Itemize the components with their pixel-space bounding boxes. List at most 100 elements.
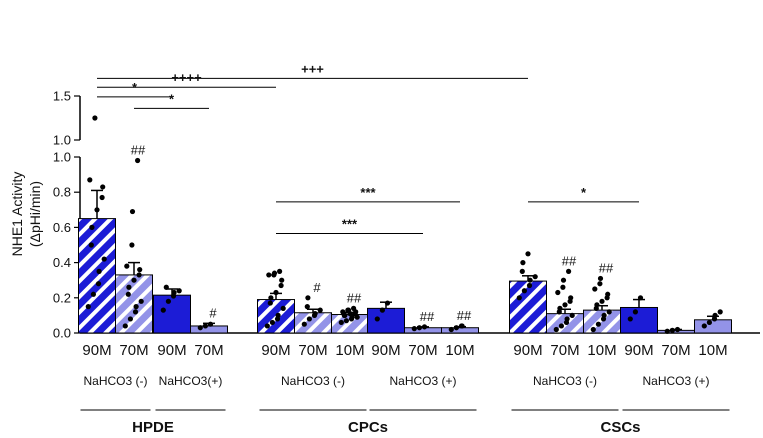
y-tick-label: 0.8: [53, 185, 71, 200]
bar-significance-mark: #: [313, 280, 321, 295]
x-tick-label: 70M: [408, 342, 437, 359]
data-point: [90, 291, 96, 297]
x-tick-label: 90M: [157, 342, 186, 359]
x-tick-label: 90M: [82, 342, 111, 359]
data-point: [126, 284, 132, 290]
data-point: [564, 316, 570, 322]
data-point: [520, 260, 526, 266]
significance-marks-layer: ######## #### ##: [131, 143, 614, 324]
data-point: [411, 326, 417, 332]
significance-label: +++: [301, 61, 324, 76]
bar-12: [583, 309, 621, 334]
data-point: [275, 312, 281, 318]
group-label: CSCs: [600, 419, 640, 436]
x-tick-label: 70M: [298, 342, 327, 359]
data-point: [160, 307, 166, 313]
data-point: [599, 298, 605, 304]
data-point: [312, 311, 318, 317]
condition-label: NaHCO3 (-): [281, 374, 345, 388]
condition-label: NaHCO3(+): [159, 374, 223, 388]
data-point: [345, 307, 352, 313]
data-point: [197, 325, 203, 331]
significance-label: ***: [342, 217, 358, 232]
data-point: [594, 302, 600, 308]
group-label: HPDE: [132, 419, 174, 436]
data-point: [132, 309, 139, 315]
data-point: [138, 298, 144, 304]
data-point: [595, 321, 602, 327]
x-tick-label: 70M: [119, 342, 148, 359]
data-point: [706, 319, 713, 326]
data-point: [338, 319, 344, 326]
condition-label: NaHCO3 (+): [642, 374, 709, 388]
x-tick-label: 90M: [261, 342, 290, 359]
data-point: [632, 309, 639, 315]
data-point: [129, 208, 136, 215]
bar-9: [441, 327, 479, 334]
data-point: [553, 326, 559, 333]
data-point: [569, 312, 575, 318]
x-tick-label: 70M: [194, 342, 223, 359]
y-tick-label: 1.0: [53, 150, 71, 165]
bar-15: [694, 319, 732, 334]
significance-label: *: [581, 185, 587, 200]
data-point: [557, 305, 563, 311]
data-point: [264, 323, 270, 329]
x-tick-label: 90M: [624, 342, 653, 359]
data-point: [92, 115, 98, 121]
data-point: [268, 295, 274, 301]
data-point: [669, 327, 676, 333]
data-point: [674, 326, 681, 333]
data-point: [712, 312, 718, 318]
bar-7: [367, 307, 405, 334]
data-point: [95, 281, 102, 287]
data-point: [421, 324, 428, 330]
data-point: [701, 323, 707, 329]
group-label: CPCs: [348, 419, 388, 436]
data-point: [101, 256, 107, 262]
bar-significance-mark: ##: [457, 308, 472, 323]
data-point: [135, 157, 141, 164]
data-point: [207, 321, 214, 327]
significance-label: ***: [360, 185, 376, 200]
data-point: [351, 305, 357, 311]
data-point: [343, 318, 349, 324]
bar-13: [620, 306, 658, 334]
data-point: [278, 282, 284, 289]
data-point: [605, 291, 611, 297]
x-tick-label: 10M: [445, 342, 474, 359]
data-point: [280, 305, 286, 311]
data-point: [133, 304, 139, 310]
data-point: [527, 277, 533, 283]
data-point: [279, 277, 285, 283]
data-point: [525, 251, 531, 257]
data-point: [89, 224, 95, 230]
data-point: [317, 307, 323, 313]
data-point: [273, 289, 279, 296]
significance-label: *: [132, 80, 138, 95]
data-points-layer: [85, 115, 723, 334]
y-tick-label: 0.4: [53, 255, 71, 270]
y-tick-label: 0.0: [53, 326, 71, 341]
data-point: [266, 272, 272, 278]
data-point: [163, 284, 169, 290]
x-tick-label: 70M: [550, 342, 579, 359]
data-point: [137, 267, 143, 273]
data-point: [301, 321, 307, 327]
bar-3: [190, 325, 228, 334]
data-point: [606, 309, 612, 315]
x-tick-label: 90M: [371, 342, 400, 359]
y-tick-label: 1.0: [53, 133, 71, 148]
data-point: [627, 316, 633, 322]
x-tick-label: 10M: [698, 342, 727, 359]
data-point: [176, 288, 182, 294]
bar-significance-mark: ##: [562, 253, 577, 268]
data-point: [379, 307, 385, 313]
data-point: [560, 277, 567, 283]
x-tick-label: 90M: [513, 342, 542, 359]
data-point: [597, 281, 603, 287]
data-point: [165, 298, 171, 304]
data-point: [521, 288, 528, 294]
data-point: [87, 177, 93, 183]
